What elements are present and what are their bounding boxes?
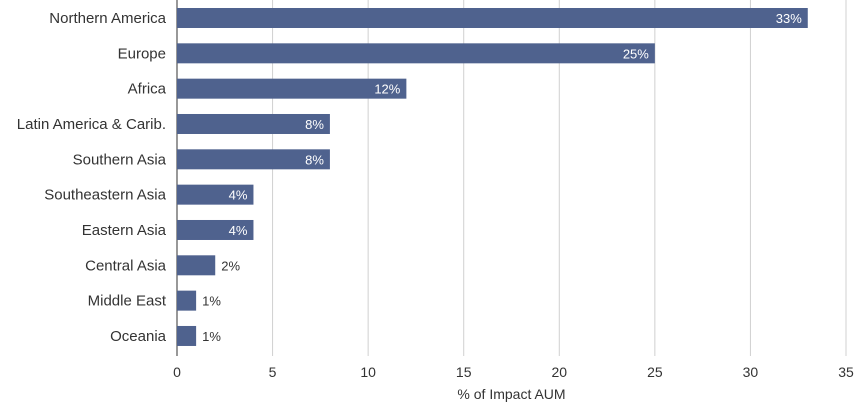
x-tick-label: 10 xyxy=(360,364,376,380)
x-tick-label: 35 xyxy=(838,364,854,380)
category-label: Eastern Asia xyxy=(82,222,167,239)
bar xyxy=(177,184,254,205)
x-tick-label: 5 xyxy=(269,364,277,380)
x-tick-label: 25 xyxy=(647,364,663,380)
category-labels: Northern America Europe Africa Latin Americ… xyxy=(17,10,167,345)
data-label: 8% xyxy=(305,117,324,132)
data-label: 25% xyxy=(623,46,649,61)
x-tick-label: 0 xyxy=(173,364,181,380)
bar xyxy=(177,149,330,170)
category-label: Oceania xyxy=(110,328,167,345)
category-label: Southern Asia xyxy=(73,151,167,168)
category-label: Latin America & Carib. xyxy=(17,116,166,133)
data-label: 1% xyxy=(202,329,221,344)
x-tick-labels: 0 5 10 15 20 25 30 35 xyxy=(173,364,854,380)
data-label: 2% xyxy=(221,258,240,273)
category-label: Africa xyxy=(128,81,167,98)
category-label: Middle East xyxy=(88,293,167,310)
x-tick-label: 15 xyxy=(456,364,472,380)
x-axis-title: % of Impact AUM xyxy=(457,386,565,402)
bar xyxy=(177,43,655,64)
data-label: 12% xyxy=(374,82,400,97)
category-label: Southeastern Asia xyxy=(44,187,166,204)
bar xyxy=(177,219,254,240)
bar xyxy=(177,325,197,346)
x-tick-label: 20 xyxy=(551,364,567,380)
category-label: Central Asia xyxy=(85,257,167,274)
bar xyxy=(177,113,330,134)
bars: 33% 25% 12% 8% 8% 4% 4% 2% 1% 1% xyxy=(177,8,808,346)
bar xyxy=(177,255,216,276)
data-label: 4% xyxy=(229,188,248,203)
data-label: 33% xyxy=(776,11,802,26)
bar xyxy=(177,8,808,28)
data-label: 1% xyxy=(202,294,221,309)
bar xyxy=(177,78,407,99)
category-label: Europe xyxy=(118,45,166,62)
x-tick-label: 30 xyxy=(743,364,759,380)
bar xyxy=(177,290,197,311)
data-label: 4% xyxy=(229,223,248,238)
data-label: 8% xyxy=(305,152,324,167)
category-label: Northern America xyxy=(49,10,166,27)
